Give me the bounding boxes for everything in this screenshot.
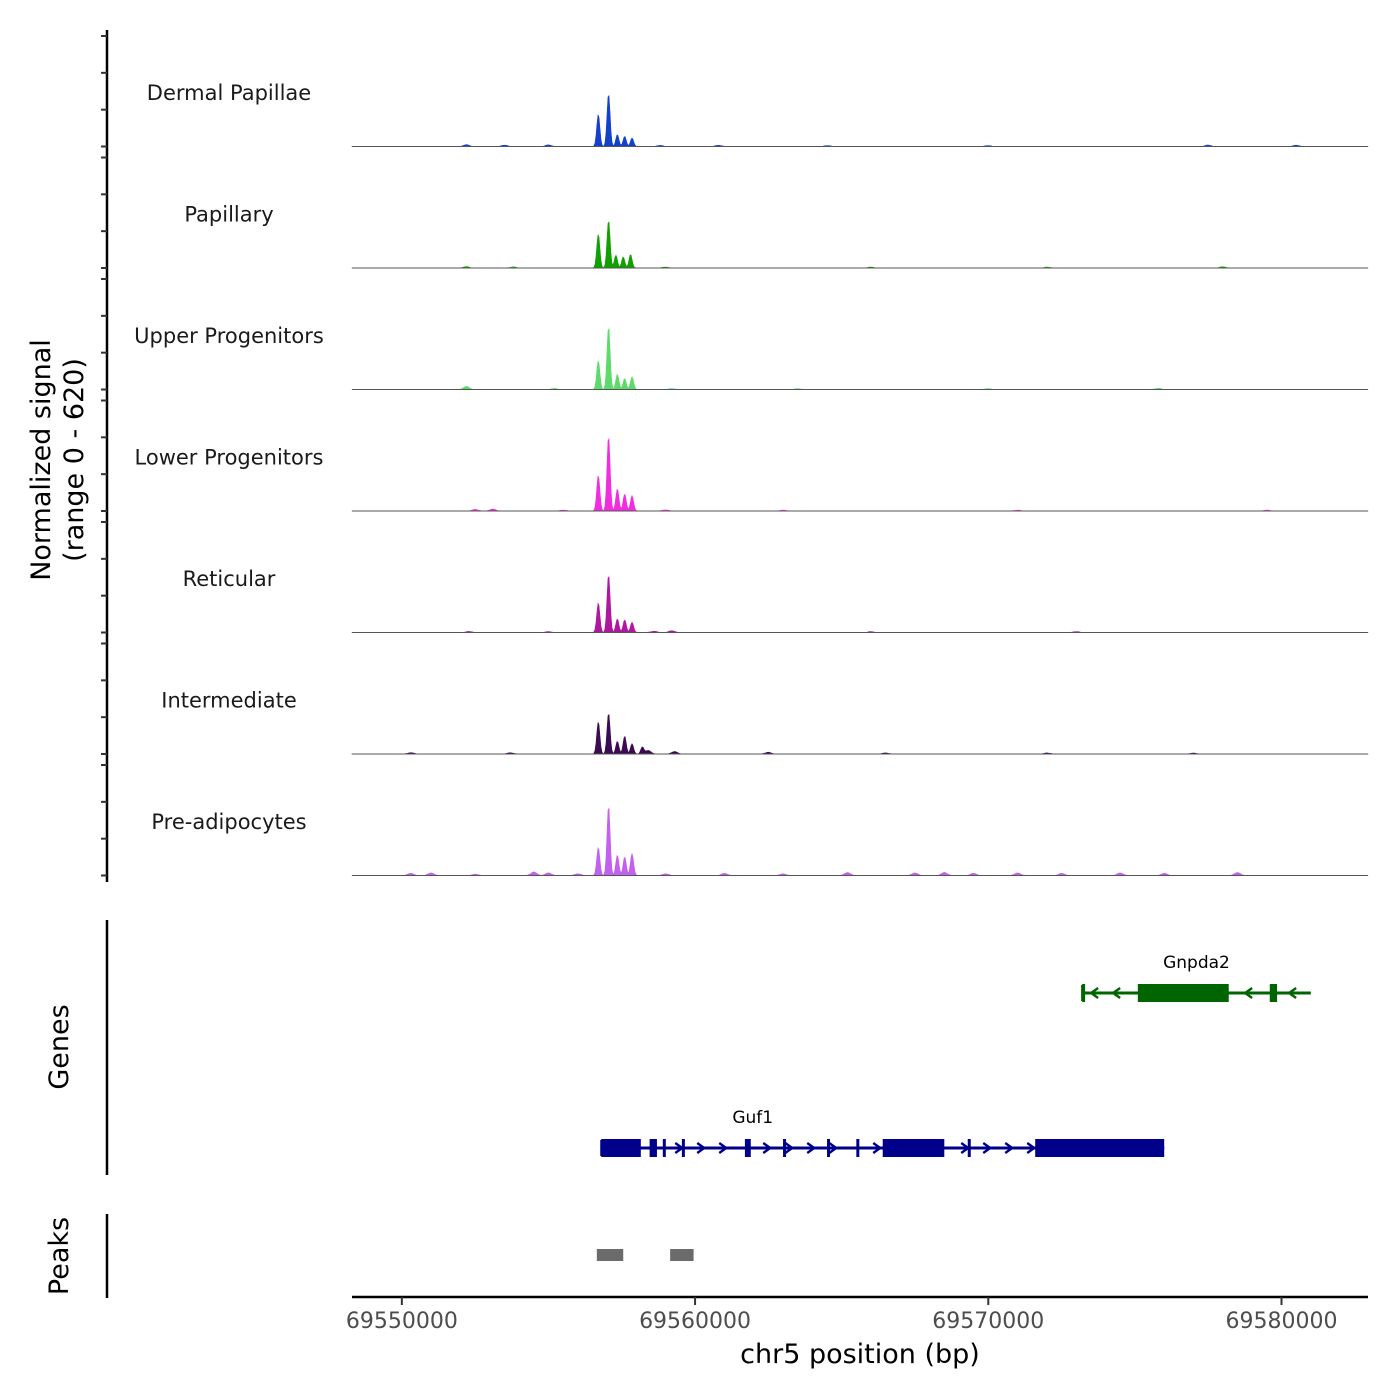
coverage-tracks: Dermal Papillae Papillary Upper Progenitor… [134,81,1369,876]
gene-gnpda2: Gnpda2 [1081,953,1311,1002]
track-intermediate: Intermediate [161,689,1369,755]
coverage-area-upper-progenitors [351,327,1369,390]
track-label-lower-progenitors: Lower Progenitors [135,446,324,470]
coverage-area-reticular [351,575,1369,633]
track-reticular: Reticular [183,567,1369,633]
strand-arrow [1089,987,1099,999]
genes-track-label: Genes [44,1004,75,1089]
x-tick-label: 69560000 [639,1309,751,1334]
exon-guf1 [601,1139,641,1157]
y-axis-title-line1: Normalized signal [26,339,57,581]
exon-guf1 [827,1139,831,1157]
track-label-upper-progenitors: Upper Progenitors [134,324,324,348]
exon-guf1 [783,1139,787,1157]
gene-label-gnpda2: Gnpda2 [1163,953,1230,973]
strand-arrow [828,1142,839,1154]
track-dermal-papillae: Dermal Papillae [147,81,1369,147]
track-label-intermediate: Intermediate [161,689,297,713]
x-axis-ticks: 69550000 69560000 69570000 69580000 [346,1297,1338,1334]
track-lower-progenitors: Lower Progenitors [135,437,1369,512]
strand-arrow [718,1142,729,1154]
strand-arrow [1004,1142,1015,1154]
strand-arrow [1026,1142,1037,1154]
exon-guf1 [856,1139,860,1157]
exon-gnpda2 [1137,984,1229,1002]
genes-track: Gnpda2 Guf1 [600,953,1311,1157]
strand-arrow [872,1142,883,1154]
track-label-papillary: Papillary [184,203,273,227]
track-label-pre-adipocytes: Pre-adipocytes [151,810,306,834]
exon-guf1 [882,1139,945,1157]
exon-guf1 [662,1139,666,1157]
track-upper-progenitors: Upper Progenitors [134,324,1369,390]
exon-guf1 [744,1139,751,1157]
exon-guf1 [649,1139,657,1157]
coverage-y-ticks [101,35,107,877]
strand-arrow [762,1142,773,1154]
track-papillary: Papillary [184,203,1369,269]
track-label-dermal-papillae: Dermal Papillae [147,81,311,105]
strand-arrow [1111,987,1121,999]
exon-guf1 [1035,1139,1165,1157]
coverage-area-papillary [351,221,1369,269]
strand-arrow [1243,987,1253,999]
track-label-reticular: Reticular [183,567,276,591]
x-tick-label: 69570000 [932,1309,1044,1334]
exon-gnpda2 [1082,984,1086,1002]
coverage-area-pre-adipocytes [351,807,1369,876]
coverage-area-intermediate [351,713,1369,755]
strand-arrow [1287,987,1297,999]
gene-label-guf1: Guf1 [732,1108,773,1128]
strand-arrow [784,1142,795,1154]
coverage-area-lower-progenitors [351,437,1369,512]
coverage-area-dermal-papillae [351,94,1369,147]
x-axis-title: chr5 position (bp) [740,1339,980,1370]
exon-guf1 [967,1139,971,1157]
exon-guf1 [681,1139,685,1157]
strand-arrow [696,1142,707,1154]
exon-gnpda2 [1269,984,1278,1002]
peak-region [596,1249,624,1261]
track-pre-adipocytes: Pre-adipocytes [151,807,1369,876]
peaks-track [596,1249,694,1261]
peaks-track-label: Peaks [44,1217,75,1295]
strand-arrow [982,1142,993,1154]
gene-guf1: Guf1 [600,1108,1165,1157]
strand-arrow [806,1142,817,1154]
x-tick-label: 69550000 [346,1309,458,1334]
x-tick-label: 69580000 [1226,1309,1338,1334]
y-axis-title-line2: (range 0 - 620) [59,358,90,562]
peak-region [670,1249,694,1261]
